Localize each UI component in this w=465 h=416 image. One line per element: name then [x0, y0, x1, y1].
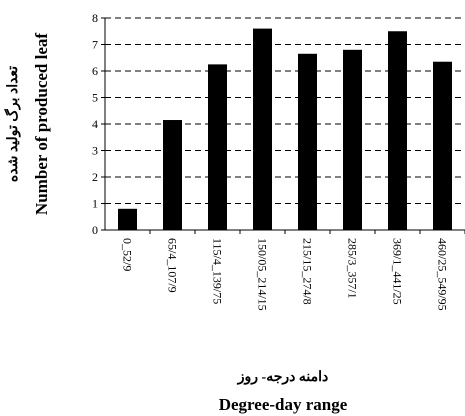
- x-axis-title-fa: دامنه درجه- روز: [237, 370, 328, 385]
- y-tick-label: 5: [92, 91, 98, 105]
- x-tick-labels: 0_52/9 65/4_107/9 115/4_139/75 150/05_214/1…: [121, 230, 465, 311]
- y-tick-label: 2: [92, 170, 98, 184]
- bar-0: [118, 208, 137, 230]
- x-tick-label: 369/1_441/25: [391, 238, 405, 305]
- y-axis-title-fa: تعداد برگ تولید شده: [4, 66, 21, 182]
- bar-5: [343, 49, 362, 230]
- x-tick-label: 150/05_214/15: [256, 238, 270, 311]
- x-tick-label: 115/4_139/75: [211, 238, 225, 304]
- bar-2: [208, 64, 227, 230]
- x-tick-label: 285/3_357/1: [346, 238, 360, 299]
- bars: [118, 28, 452, 231]
- bar-4: [298, 53, 317, 231]
- y-tick-label: 0: [92, 223, 98, 237]
- x-tick-label: 215/15_274/8: [301, 238, 315, 305]
- y-tick-label: 3: [92, 144, 98, 158]
- bar-3: [253, 28, 272, 230]
- x-axis-title: Degree-day range: [219, 395, 348, 414]
- grid-lines: [105, 17, 465, 204]
- y-tick-label: 6: [92, 64, 98, 78]
- y-tick-label: 8: [92, 11, 98, 25]
- bar-1: [163, 120, 182, 230]
- bar-7: [433, 61, 452, 230]
- y-tick-labels: 0 1 2 3 4 5 6 7 8: [92, 11, 105, 237]
- bar-6: [388, 31, 407, 230]
- x-tick-label: 65/4_107/9: [166, 238, 180, 293]
- y-tick-label: 4: [92, 117, 98, 131]
- x-tick-label: 0_52/9: [121, 238, 135, 271]
- y-tick-label: 7: [92, 38, 98, 52]
- x-tick-label: 460/25_549/95: [436, 238, 450, 311]
- y-tick-label: 1: [92, 197, 98, 211]
- y-axis-title: Number of produced leaf: [32, 33, 51, 215]
